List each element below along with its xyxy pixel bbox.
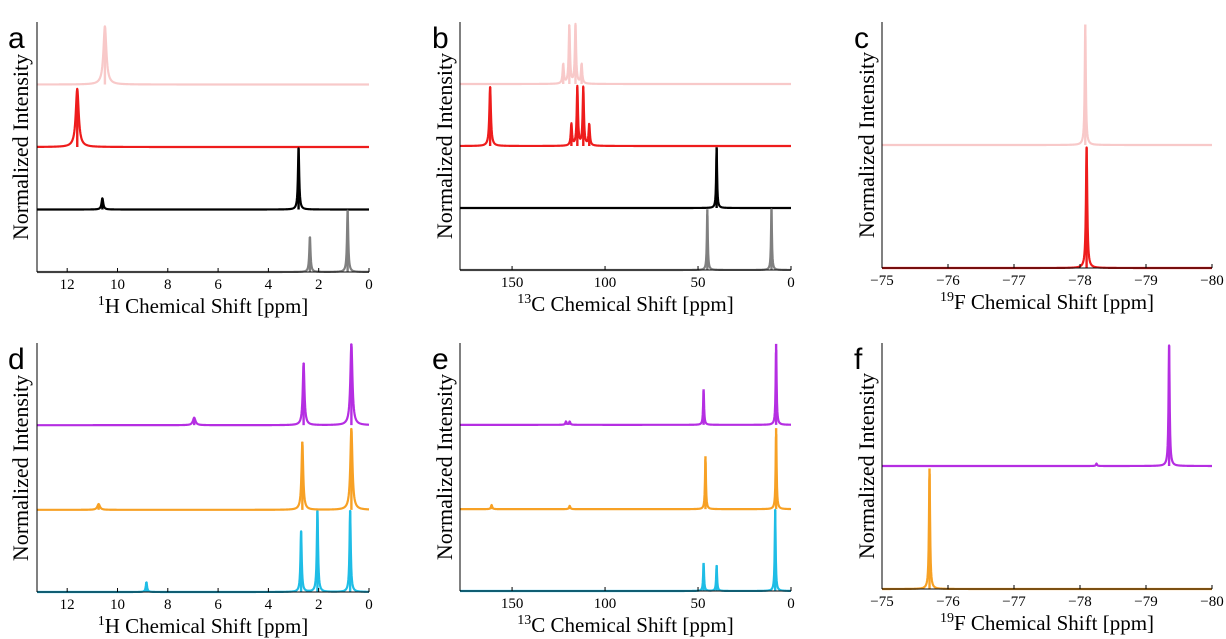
x-tick-label: 8	[164, 597, 172, 613]
series-line	[36, 147, 370, 211]
x-tick-label: 10	[110, 597, 125, 613]
x-axis-label-isotope: 1	[98, 614, 105, 629]
x-axis-label: 19F Chemical Shift [ppm]	[940, 611, 1154, 635]
x-tick-label: 12	[60, 597, 75, 613]
x-tick-label: −76	[936, 273, 960, 289]
x-axis-label-text: H Chemical Shift [ppm]	[105, 294, 309, 318]
x-axis-label-text: C Chemical Shift [ppm]	[531, 292, 733, 316]
series-line	[459, 84, 792, 148]
series-line	[459, 508, 792, 593]
x-axis-label-text: F Chemical Shift [ppm]	[954, 611, 1154, 635]
x-axis-label: 19F Chemical Shift [ppm]	[940, 290, 1154, 314]
series-line	[881, 29, 1213, 147]
x-tick-label: 0	[787, 596, 795, 612]
x-axis-label-isotope: 13	[517, 292, 531, 307]
series-line	[459, 22, 792, 86]
series-line	[459, 147, 792, 210]
series-line	[36, 509, 370, 594]
panel-letter: b	[432, 22, 449, 55]
x-tick-label: 2	[315, 597, 323, 613]
series-line	[459, 208, 792, 272]
x-axis-label-text: F Chemical Shift [ppm]	[954, 290, 1154, 314]
x-tick-label: −77	[1002, 594, 1026, 610]
panel-letter: d	[8, 343, 25, 376]
y-axis-label: Normalized Intensity	[432, 53, 457, 239]
series-line	[881, 344, 1213, 468]
x-axis-label: 13C Chemical Shift [ppm]	[517, 613, 733, 637]
x-tick-label: 4	[265, 597, 273, 613]
x-axis-label-text: H Chemical Shift [ppm]	[105, 614, 309, 638]
y-axis-label: Normalized Intensity	[854, 52, 879, 238]
x-tick-label: −76	[936, 594, 960, 610]
x-tick-label: 8	[164, 277, 172, 293]
panel-letter: a	[8, 22, 25, 55]
x-tick-label: −75	[870, 594, 893, 610]
x-tick-label: −75	[870, 273, 893, 289]
x-tick-label: −80	[1200, 273, 1223, 289]
x-axis-label: 1H Chemical Shift [ppm]	[98, 294, 309, 318]
series-line	[36, 25, 370, 86]
series-line	[881, 473, 1213, 591]
x-axis-label: 13C Chemical Shift [ppm]	[517, 292, 733, 316]
x-tick-label: −80	[1200, 594, 1223, 610]
series-line	[459, 433, 792, 511]
x-tick-label: 2	[315, 277, 323, 293]
x-tick-label: −78	[1068, 594, 1091, 610]
x-tick-label: 12	[60, 277, 75, 293]
x-tick-label: 6	[214, 277, 222, 293]
x-tick-label: 0	[787, 275, 795, 291]
series-line	[36, 87, 370, 149]
x-tick-label: 50	[691, 275, 706, 291]
panel-letter: c	[854, 22, 869, 55]
x-tick-label: −79	[1134, 273, 1157, 289]
x-axis-label-isotope: 19	[940, 611, 954, 626]
x-tick-label: 10	[110, 277, 125, 293]
series-line	[881, 146, 1213, 270]
x-tick-label: 150	[501, 275, 524, 291]
x-tick-label: −79	[1134, 594, 1157, 610]
x-tick-label: 0	[365, 597, 373, 613]
series-line	[36, 343, 370, 427]
series-line	[36, 427, 370, 511]
panel-letter: e	[432, 343, 449, 376]
series-line	[36, 209, 370, 274]
x-tick-label: 6	[214, 597, 222, 613]
x-tick-label: 4	[265, 277, 273, 293]
x-tick-label: 100	[594, 275, 617, 291]
y-axis-label: Normalized Intensity	[432, 374, 457, 560]
x-tick-label: 100	[594, 596, 617, 612]
x-axis-label-isotope: 13	[517, 613, 531, 628]
x-axis-label-isotope: 19	[940, 290, 954, 305]
x-axis-label-isotope: 1	[98, 294, 105, 309]
x-axis-label-text: C Chemical Shift [ppm]	[531, 613, 733, 637]
x-tick-label: 0	[365, 277, 373, 293]
y-axis-label: Normalized Intensity	[8, 375, 33, 561]
panel-letter: f	[854, 343, 863, 376]
x-tick-label: 50	[691, 596, 706, 612]
x-axis-label: 1H Chemical Shift [ppm]	[98, 614, 309, 638]
x-tick-label: −78	[1068, 273, 1091, 289]
x-tick-label: −77	[1002, 273, 1026, 289]
y-axis-label: Normalized Intensity	[8, 54, 33, 240]
x-tick-label: 150	[501, 596, 524, 612]
series-line	[459, 349, 792, 426]
y-axis-label: Normalized Intensity	[854, 373, 879, 559]
